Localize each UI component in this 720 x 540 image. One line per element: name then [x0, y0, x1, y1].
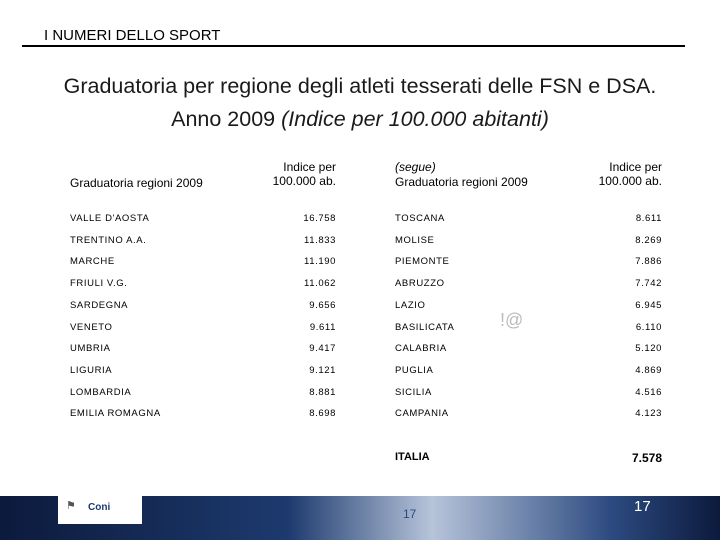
index-value: 16.758: [303, 213, 336, 224]
index-value: 5.120: [635, 343, 662, 355]
index-value: 8.881: [309, 386, 336, 398]
index-value: 8.269: [635, 234, 662, 246]
index-value: 9.121: [309, 364, 336, 376]
page-number: 17: [634, 498, 651, 515]
region-name: LOMBARDIA: [70, 386, 132, 398]
index-value: 7.742: [635, 278, 662, 290]
index-value: 4.869: [635, 364, 662, 376]
left-index-header: Indice per 100.000 ab.: [272, 160, 336, 188]
region-name: CAMPANIA: [395, 408, 449, 420]
region-name: ABRUZZO: [395, 278, 445, 290]
index-value: 8.698: [309, 408, 336, 420]
region-name: PUGLIA: [395, 364, 434, 376]
header-rule: [22, 45, 685, 47]
index-value: 6.945: [635, 299, 662, 311]
region-name: PIEMONTE: [395, 256, 450, 268]
region-name: VENETO: [70, 321, 113, 333]
title-italic: (Indice per 100.000 abitanti): [281, 107, 549, 131]
region-name: UMBRIA: [70, 343, 111, 355]
region-name: EMILIA ROMAGNA: [70, 408, 161, 420]
right-note-header: (segue): [395, 160, 436, 174]
region-name: BASILICATA: [395, 321, 455, 333]
region-name: LAZIO: [395, 299, 426, 311]
index-value: 6.110: [635, 321, 662, 333]
right-region-header: Graduatoria regioni 2009: [395, 175, 528, 189]
region-name: CALABRIA: [395, 343, 447, 355]
index-value: 9.611: [309, 321, 336, 333]
index-value: 11.190: [304, 256, 336, 268]
index-value: 9.417: [309, 343, 336, 355]
region-name: TRENTINO A.A.: [70, 234, 147, 246]
logo-box: ⚑ Coni: [58, 496, 142, 524]
region-name: MARCHE: [70, 256, 115, 268]
total-value: 7.578: [631, 451, 662, 465]
region-name: LIGURIA: [70, 364, 113, 376]
logo-text: Coni: [88, 502, 111, 513]
region-name: VALLE D'AOSTA: [70, 213, 150, 224]
index-value: 11.062: [304, 278, 336, 290]
index-value: 7.886: [635, 256, 662, 268]
index-value: 11.833: [304, 234, 336, 246]
index-value: 9.656: [309, 299, 336, 311]
index-value: 4.516: [635, 386, 662, 398]
header-title: I NUMERI DELLO SPORT: [44, 27, 221, 44]
region-name: MOLISE: [395, 234, 435, 246]
left-region-header: Graduatoria regioni 2009: [70, 176, 203, 190]
title-main: Graduatoria per regione degli atleti tes…: [63, 74, 657, 131]
total-label: ITALIA: [395, 451, 430, 463]
index-value: 4.123: [635, 408, 662, 420]
slide-title: Graduatoria per regione degli atleti tes…: [0, 70, 720, 136]
region-name: FRIULI V.G.: [70, 278, 128, 290]
faint-page-number: 17: [403, 507, 417, 521]
artifact-text: !@: [500, 310, 524, 330]
region-name: SARDEGNA: [70, 299, 129, 311]
right-index-header: Indice per 100.000 ab.: [598, 160, 662, 188]
region-name: TOSCANA: [395, 213, 445, 224]
index-value: 8.611: [635, 213, 662, 224]
region-name: SICILIA: [395, 386, 432, 398]
